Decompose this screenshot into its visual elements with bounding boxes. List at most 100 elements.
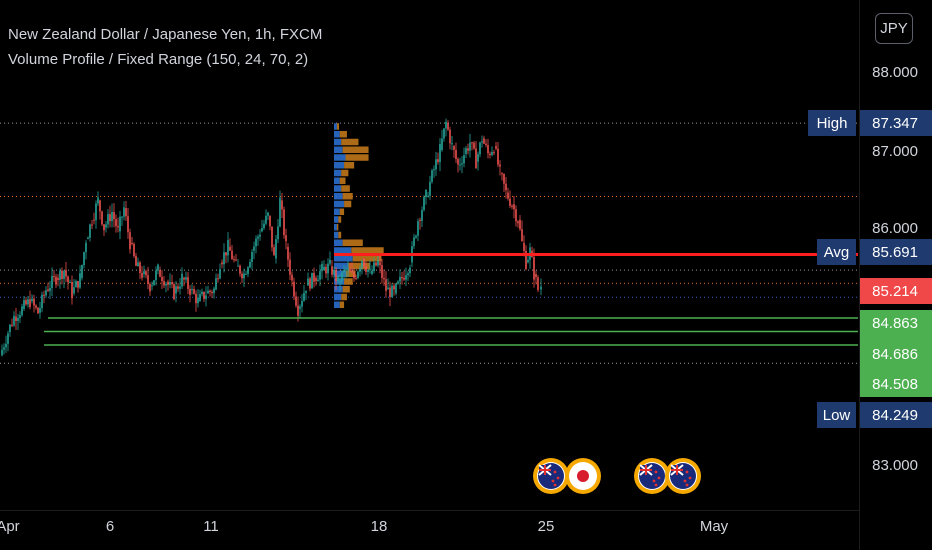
event-marker-jp[interactable]	[565, 458, 601, 494]
candle-body	[27, 299, 29, 305]
profile-bar-down	[341, 293, 347, 301]
candle-body	[263, 223, 265, 229]
profile-bar-down	[339, 131, 347, 138]
candle-body	[319, 271, 321, 280]
candle-body	[433, 169, 435, 171]
candle-body	[417, 221, 419, 236]
profile-bar-up	[334, 177, 340, 184]
candle-body	[171, 282, 173, 285]
candle-body	[109, 214, 111, 222]
candle-body	[31, 298, 33, 302]
profile-bar-down	[342, 146, 369, 153]
candle-body	[503, 173, 505, 184]
candle-body	[447, 122, 449, 130]
price-tick-label: 88.000	[872, 64, 918, 81]
candle-body	[83, 252, 85, 266]
profile-bar-down	[342, 239, 363, 246]
candle-body	[125, 208, 127, 217]
candle-body	[205, 295, 207, 299]
candle-body	[67, 276, 69, 283]
candle-body	[29, 299, 31, 307]
candle-body	[97, 197, 99, 204]
candle-body	[535, 274, 537, 278]
candle-body	[347, 268, 349, 271]
candle-body	[305, 290, 307, 293]
time-tick-label: 6	[106, 518, 114, 535]
candle-body	[297, 305, 299, 316]
candle-body	[191, 289, 193, 291]
candle-body	[537, 277, 539, 291]
candle-body	[239, 265, 241, 274]
candle-body	[3, 347, 5, 350]
candle-body	[499, 164, 501, 167]
event-marker-nz[interactable]	[533, 458, 569, 494]
candle-body	[57, 277, 59, 280]
candle-body	[177, 286, 179, 289]
candle-body	[69, 282, 71, 284]
price-tick-label: 83.000	[872, 457, 918, 474]
candle-body	[233, 259, 235, 261]
candle-body	[295, 296, 297, 306]
candle-body	[513, 204, 515, 210]
candle-body	[13, 315, 15, 326]
candle-body	[271, 226, 273, 248]
nz-flag-star	[556, 476, 560, 480]
price-tag-value: 85.691	[872, 244, 918, 261]
time-tick-label: 11	[203, 518, 219, 535]
candle-body	[299, 306, 301, 309]
candle-body	[301, 300, 303, 307]
candle-body	[393, 285, 395, 290]
candle-body	[355, 277, 357, 279]
profile-bar-down	[344, 200, 352, 208]
profile-bar-down	[341, 185, 350, 192]
candle-body	[489, 153, 491, 155]
event-markers[interactable]	[533, 458, 701, 494]
nz-flag-star	[553, 470, 557, 474]
candle-body	[75, 281, 77, 288]
event-marker-nz[interactable]	[634, 458, 670, 494]
currency-button[interactable]: JPY	[875, 13, 913, 44]
event-marker-nz[interactable]	[665, 458, 701, 494]
symbol-title[interactable]: New Zealand Dollar / Japanese Yen, 1h, F…	[8, 26, 323, 43]
candle-body	[65, 270, 67, 277]
candle-body	[365, 266, 367, 272]
candle-body	[247, 267, 249, 274]
level-lines	[44, 252, 858, 346]
candle-body	[291, 274, 293, 281]
candle-body	[151, 285, 153, 287]
candle-body	[479, 142, 481, 155]
profile-bar-up	[334, 231, 339, 239]
candle-body	[435, 159, 437, 170]
candle-body	[53, 275, 55, 277]
profile-bar-up	[334, 193, 343, 200]
candle-body	[405, 275, 407, 280]
candle-body	[39, 308, 41, 313]
jp-flag-icon	[577, 470, 589, 482]
candle-body	[113, 212, 115, 220]
candle-body	[103, 224, 105, 231]
candle-body	[409, 267, 411, 274]
candle-body	[133, 243, 135, 257]
price-tag-label: Avg	[824, 244, 850, 261]
candle-body	[71, 282, 73, 299]
candle-body	[211, 291, 213, 294]
candle-body	[231, 250, 233, 260]
candle-body	[91, 224, 93, 226]
profile-bar-up	[334, 278, 345, 285]
price-tag-low	[860, 402, 932, 428]
candle-body	[111, 212, 113, 222]
indicator-title[interactable]: Volume Profile / Fixed Range (150, 24, 7…	[8, 51, 309, 68]
candle-body	[183, 277, 185, 280]
candle-body	[379, 262, 381, 266]
candle-body	[285, 235, 287, 242]
time-tick-label: May	[700, 518, 729, 535]
candle-body	[487, 144, 489, 154]
candle-body	[509, 198, 511, 206]
profile-bar-up	[334, 239, 343, 246]
profile-bar-up	[334, 293, 342, 301]
candle-body	[403, 277, 405, 280]
candle-body	[345, 269, 347, 271]
profile-bar-down	[345, 154, 369, 161]
nz-flag-star	[553, 483, 557, 487]
